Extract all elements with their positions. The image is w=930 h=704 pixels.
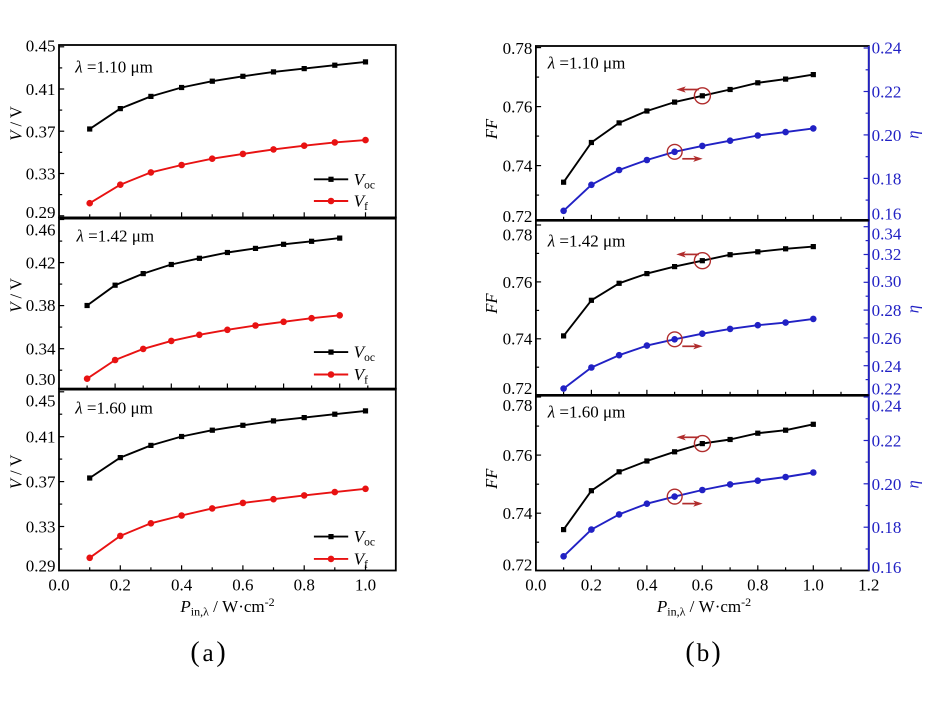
svg-text:0.22: 0.22 bbox=[872, 431, 902, 450]
svg-text:): ) bbox=[711, 637, 720, 668]
svg-text:V / V: V / V bbox=[7, 278, 26, 313]
svg-text:Pin,λ / W·cm-2: Pin,λ / W·cm-2 bbox=[179, 595, 274, 619]
svg-text:0.2: 0.2 bbox=[581, 576, 602, 595]
svg-text:0.74: 0.74 bbox=[503, 330, 533, 349]
svg-text:a: a bbox=[202, 640, 213, 667]
svg-text:0.8: 0.8 bbox=[294, 576, 315, 595]
svg-text:η: η bbox=[903, 305, 922, 313]
svg-text:V / V: V / V bbox=[7, 455, 26, 490]
svg-text:0.33: 0.33 bbox=[26, 164, 56, 183]
svg-text:0.78: 0.78 bbox=[503, 226, 533, 245]
svg-text:0.74: 0.74 bbox=[503, 157, 533, 176]
svg-text:λ =1.60 μm: λ =1.60 μm bbox=[74, 399, 153, 418]
svg-text:0.34: 0.34 bbox=[26, 340, 56, 359]
svg-text:0.45: 0.45 bbox=[26, 36, 56, 55]
svg-text:0.8: 0.8 bbox=[747, 576, 768, 595]
svg-text:0.33: 0.33 bbox=[26, 517, 56, 536]
svg-text:0.34: 0.34 bbox=[872, 224, 902, 243]
svg-text:0.18: 0.18 bbox=[872, 169, 902, 188]
svg-text:Voc: Voc bbox=[354, 343, 375, 365]
svg-text:0.24: 0.24 bbox=[872, 39, 902, 58]
svg-text:Pin,λ / W·cm-2: Pin,λ / W·cm-2 bbox=[656, 595, 751, 619]
svg-text:λ =1.42 μm: λ =1.42 μm bbox=[76, 227, 155, 246]
svg-text:0.41: 0.41 bbox=[26, 80, 56, 99]
svg-text:Vf: Vf bbox=[354, 192, 369, 214]
svg-text:0.4: 0.4 bbox=[636, 576, 658, 595]
svg-text:0.30: 0.30 bbox=[872, 272, 902, 291]
svg-text:0.46: 0.46 bbox=[26, 221, 56, 240]
svg-text:0.72: 0.72 bbox=[503, 379, 533, 398]
svg-text:0.45: 0.45 bbox=[26, 392, 56, 411]
svg-text:0.76: 0.76 bbox=[503, 446, 533, 465]
svg-text:0.32: 0.32 bbox=[872, 245, 902, 264]
svg-text:0.22: 0.22 bbox=[872, 82, 902, 101]
svg-text:0.78: 0.78 bbox=[503, 396, 533, 415]
svg-text:0.37: 0.37 bbox=[26, 473, 56, 492]
svg-text:0.4: 0.4 bbox=[171, 576, 193, 595]
svg-text:0.37: 0.37 bbox=[26, 122, 56, 141]
svg-text:FF: FF bbox=[482, 468, 501, 490]
svg-text:0.76: 0.76 bbox=[503, 273, 533, 292]
svg-text:λ =1.10 μm: λ =1.10 μm bbox=[547, 54, 626, 73]
svg-text:0.2: 0.2 bbox=[110, 576, 131, 595]
svg-text:0.38: 0.38 bbox=[26, 296, 56, 315]
svg-text:0.0: 0.0 bbox=[525, 576, 546, 595]
svg-text:Voc: Voc bbox=[354, 170, 375, 192]
svg-text:0.16: 0.16 bbox=[872, 558, 902, 577]
svg-text:0.29: 0.29 bbox=[26, 557, 56, 576]
svg-text:0.30: 0.30 bbox=[26, 370, 56, 389]
svg-text:1.0: 1.0 bbox=[355, 576, 376, 595]
svg-text:λ =1.10 μm: λ =1.10 μm bbox=[74, 57, 153, 76]
svg-text:): ) bbox=[216, 637, 225, 668]
svg-text:0.26: 0.26 bbox=[872, 329, 902, 348]
svg-text:0.24: 0.24 bbox=[872, 397, 902, 416]
svg-text:0.18: 0.18 bbox=[872, 518, 902, 537]
svg-text:0.29: 0.29 bbox=[26, 203, 56, 222]
svg-text:λ =1.60 μm: λ =1.60 μm bbox=[547, 403, 626, 422]
svg-text:Vf: Vf bbox=[354, 365, 369, 387]
svg-text:0.20: 0.20 bbox=[872, 475, 902, 494]
svg-text:0.6: 0.6 bbox=[232, 576, 253, 595]
svg-text:0.72: 0.72 bbox=[503, 556, 533, 575]
svg-text:0.76: 0.76 bbox=[503, 98, 533, 117]
svg-text:0.0: 0.0 bbox=[48, 576, 69, 595]
svg-text:1.2: 1.2 bbox=[858, 576, 879, 595]
svg-text:(: ( bbox=[685, 637, 694, 668]
svg-text:η: η bbox=[903, 131, 922, 139]
svg-text:0.28: 0.28 bbox=[872, 301, 902, 320]
svg-text:V / V: V / V bbox=[7, 106, 26, 141]
svg-text:(: ( bbox=[190, 637, 199, 668]
svg-text:λ =1.42 μm: λ =1.42 μm bbox=[547, 232, 626, 251]
svg-text:0.74: 0.74 bbox=[503, 504, 533, 523]
svg-text:0.78: 0.78 bbox=[503, 39, 533, 58]
svg-text:FF: FF bbox=[482, 118, 501, 140]
svg-text:0.22: 0.22 bbox=[872, 379, 902, 398]
svg-text:0.41: 0.41 bbox=[26, 428, 56, 447]
svg-text:FF: FF bbox=[482, 293, 501, 315]
svg-text:1.0: 1.0 bbox=[803, 576, 824, 595]
svg-text:Voc: Voc bbox=[354, 527, 375, 549]
svg-text:0.20: 0.20 bbox=[872, 126, 902, 145]
svg-text:b: b bbox=[697, 640, 710, 667]
svg-text:η: η bbox=[903, 480, 922, 488]
svg-text:0.24: 0.24 bbox=[872, 357, 902, 376]
svg-text:0.42: 0.42 bbox=[26, 254, 56, 273]
svg-text:0.16: 0.16 bbox=[872, 205, 902, 224]
svg-text:0.6: 0.6 bbox=[692, 576, 713, 595]
svg-text:0.72: 0.72 bbox=[503, 207, 533, 226]
svg-text:Vf: Vf bbox=[354, 549, 369, 571]
